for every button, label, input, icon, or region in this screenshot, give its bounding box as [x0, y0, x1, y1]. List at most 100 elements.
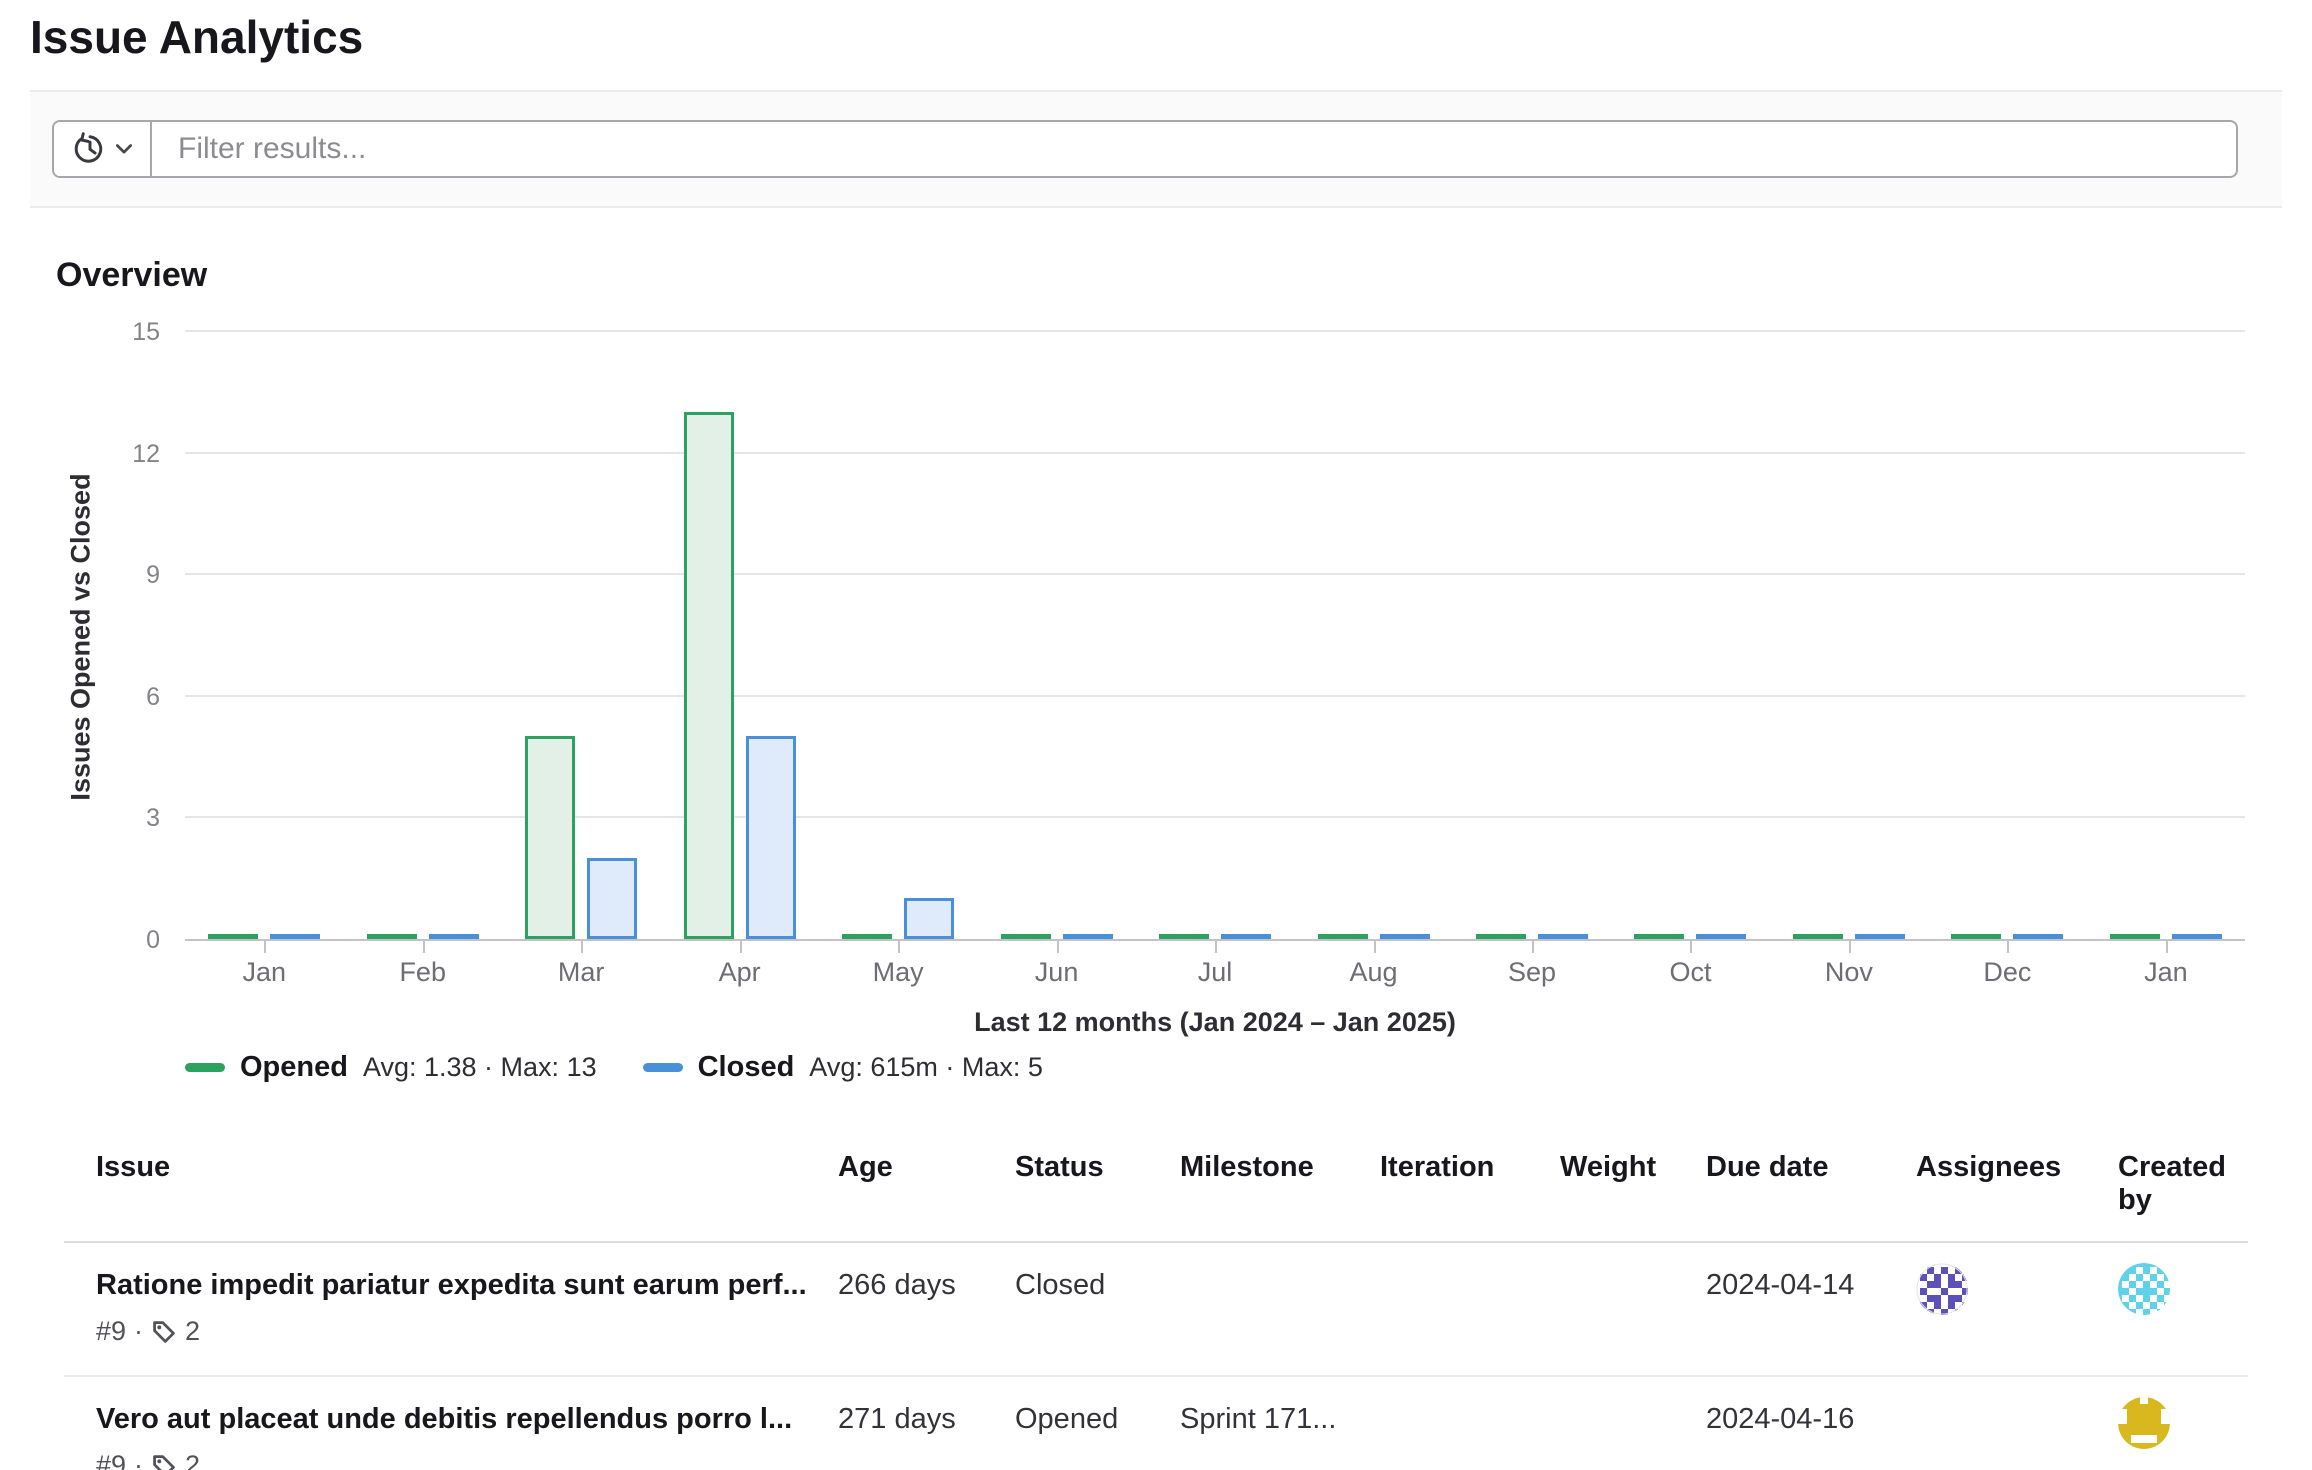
bar-closed-mar-2[interactable] — [587, 857, 638, 939]
y-tick-label: 0 — [146, 926, 160, 954]
legend-stats-opened: Avg: 1.38 · Max: 13 — [362, 1052, 597, 1082]
labels-count: 2 — [185, 1450, 201, 1470]
chart-legend: Opened Avg: 1.38 · Max: 13 Closed Avg: 6… — [185, 1051, 1043, 1084]
legend-label-closed: Closed — [697, 1051, 795, 1083]
col-header-age: Age — [838, 1151, 893, 1183]
due-date-cell: 2024-04-16 — [1706, 1403, 1855, 1435]
bar-opened-jun-5[interactable] — [1000, 934, 1051, 939]
bar-closed-sep-8[interactable] — [1537, 934, 1588, 939]
issue-title-link[interactable]: Vero aut placeat unde debitis repellendu… — [96, 1403, 793, 1435]
issue-ref: #9 — [96, 1316, 127, 1346]
x-axis-label-feb-1: Feb — [399, 957, 446, 987]
milestone-cell: Sprint 171... — [1180, 1403, 1337, 1435]
created-by-cell — [2118, 1243, 2248, 1375]
bar-closed-may-4[interactable] — [904, 898, 955, 939]
issue-cell: Ratione impedit pariatur expedita sunt e… — [64, 1243, 838, 1375]
issue-ref: #9 — [96, 1450, 127, 1470]
y-tick-label: 6 — [146, 682, 160, 711]
bar-closed-jan-0[interactable] — [270, 934, 321, 939]
col-header-milestone: Milestone — [1180, 1151, 1314, 1183]
x-axis-label-jan-12: Jan — [2144, 957, 2188, 987]
created-by-avatar[interactable] — [2118, 1263, 2170, 1315]
gridline — [185, 694, 2245, 697]
y-axis-title: Issues Opened vs Closed — [65, 473, 96, 801]
month-slot-aug-7 — [1294, 333, 1452, 953]
assignee-avatar[interactable] — [1916, 1263, 1968, 1315]
label-tag-icon — [151, 1453, 177, 1470]
labels-count: 2 — [185, 1316, 201, 1346]
bar-opened-feb-1[interactable] — [366, 934, 417, 939]
legend-item-opened[interactable]: Opened Avg: 1.38 · Max: 13 — [185, 1051, 597, 1084]
overview-heading: Overview — [56, 256, 208, 294]
weight-cell — [1560, 1377, 1706, 1470]
bar-closed-feb-1[interactable] — [428, 934, 479, 939]
age-cell: 266 days — [838, 1269, 956, 1301]
iteration-cell — [1380, 1377, 1560, 1470]
y-tick-label: 12 — [132, 439, 160, 468]
issues-opened-vs-closed-chart: Issues Opened vs Closed 0 3 6 9 12 15 Jan Feb M… — [0, 295, 2312, 1095]
filter-control — [52, 120, 2238, 178]
y-tick-label: 3 — [146, 804, 160, 833]
x-axis-label-oct-9: Oct — [1669, 957, 1712, 987]
iteration-cell — [1380, 1243, 1560, 1375]
legend-stats-closed: Avg: 615m · Max: 5 — [809, 1052, 1043, 1082]
col-header-iteration: Iteration — [1380, 1151, 1495, 1183]
x-axis-label-dec-11: Dec — [1983, 957, 2032, 987]
month-slot-jun-5 — [977, 333, 1135, 953]
bar-opened-aug-7[interactable] — [1317, 934, 1368, 939]
issue-meta: #9 · 2 — [96, 1450, 838, 1470]
bar-opened-may-4[interactable] — [842, 934, 893, 939]
legend-item-closed[interactable]: Closed Avg: 615m · Max: 5 — [642, 1051, 1043, 1084]
bar-closed-jul-6[interactable] — [1221, 934, 1272, 939]
x-axis-label-mar-2: Mar — [557, 957, 605, 987]
bar-closed-aug-7[interactable] — [1379, 934, 1430, 939]
bar-opened-sep-8[interactable] — [1475, 934, 1526, 939]
bar-opened-jul-6[interactable] — [1159, 934, 1210, 939]
month-slot-sep-8 — [1453, 333, 1611, 953]
filter-bar — [30, 90, 2282, 208]
bar-opened-oct-9[interactable] — [1634, 934, 1685, 939]
plot-area — [185, 330, 2245, 953]
bar-opened-apr-3[interactable] — [683, 412, 734, 939]
bar-opened-mar-2[interactable] — [525, 736, 576, 939]
col-header-issue: Issue — [96, 1151, 171, 1183]
month-slot-nov-10 — [1770, 333, 1928, 953]
col-header-weight: Weight — [1560, 1151, 1657, 1183]
bar-closed-dec-11[interactable] — [2013, 934, 2064, 939]
issue-title-link[interactable]: Ratione impedit pariatur expedita sunt e… — [96, 1269, 807, 1301]
x-axis-label-apr-3: Apr — [718, 957, 761, 987]
bar-opened-nov-10[interactable] — [1792, 934, 1843, 939]
x-axis-label-jul-6: Jul — [1197, 957, 1233, 987]
table-row: Vero aut placeat unde debitis repellendu… — [64, 1377, 2248, 1470]
chevron-down-icon — [116, 143, 132, 155]
month-slot-jan-12 — [2087, 333, 2245, 953]
bar-opened-jan-0[interactable] — [208, 934, 259, 939]
table-row: Ratione impedit pariatur expedita sunt e… — [64, 1243, 2248, 1377]
gridline — [185, 330, 2245, 332]
bar-closed-oct-9[interactable] — [1696, 934, 1747, 939]
month-slot-jan-0 — [185, 333, 343, 953]
bar-opened-dec-11[interactable] — [1951, 934, 2002, 939]
month-slot-apr-3 — [660, 333, 818, 953]
opened-series-swatch — [185, 1063, 225, 1072]
col-header-status: Status — [1015, 1151, 1104, 1183]
bar-opened-jan-12[interactable] — [2109, 934, 2160, 939]
bar-closed-jun-5[interactable] — [1062, 934, 1113, 939]
bar-closed-jan-12[interactable] — [2171, 934, 2222, 939]
recent-searches-button[interactable] — [54, 122, 152, 176]
meta-separator: · — [134, 1316, 144, 1346]
bar-closed-apr-3[interactable] — [745, 736, 796, 939]
x-axis-label-sep-8: Sep — [1507, 957, 1556, 987]
meta-separator: · — [134, 1450, 144, 1470]
bar-closed-nov-10[interactable] — [1854, 934, 1905, 939]
month-slot-may-4 — [819, 333, 977, 953]
created-by-avatar[interactable] — [2118, 1397, 2170, 1449]
history-icon — [72, 131, 108, 167]
x-axis-title: Last 12 months (Jan 2024 – Jan 2025) — [974, 1007, 1456, 1037]
table-header-row: Issue Age Status Milestone Iteration Wei… — [64, 1125, 2248, 1243]
filter-results-input[interactable] — [152, 122, 2236, 176]
y-tick-label: 9 — [146, 561, 160, 590]
due-date-cell: 2024-04-14 — [1706, 1269, 1855, 1301]
issue-meta: #9 · 2 — [96, 1316, 838, 1347]
age-cell: 271 days — [838, 1403, 956, 1435]
